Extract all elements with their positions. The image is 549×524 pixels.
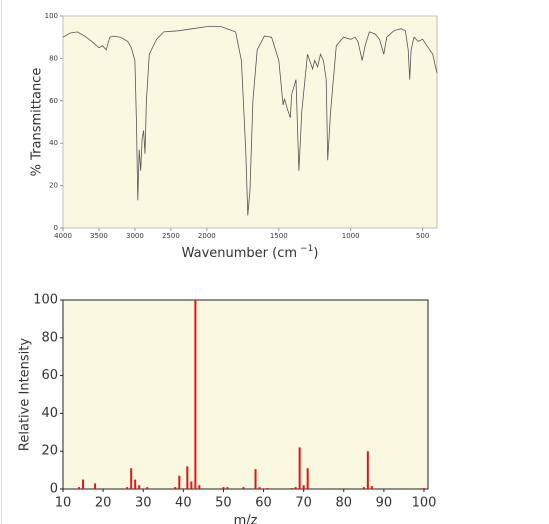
bar [130, 468, 133, 489]
y-tick-label: 60 [49, 97, 58, 105]
x-tick-label: 90 [376, 496, 393, 511]
x-tick-label: 30 [135, 496, 152, 511]
x-tick-label: 500 [416, 232, 429, 240]
bar [134, 479, 137, 489]
bar [138, 485, 141, 489]
bar [174, 487, 177, 489]
x-tick-label: 80 [335, 496, 352, 511]
x-tick-label: 50 [215, 496, 232, 511]
x-tick-label: 70 [295, 496, 312, 511]
bar [126, 487, 129, 489]
bar [222, 487, 225, 489]
x-tick-label: 100 [412, 496, 437, 511]
y-axis-label: Relative Intensity [18, 338, 33, 451]
bar [422, 488, 425, 489]
x-tick-label: 3500 [90, 232, 108, 240]
x-axis-label: Wavenumber (cm −1) [182, 244, 319, 261]
bar [366, 451, 369, 489]
y-tick-label: 80 [41, 330, 58, 345]
y-tick-label: 100 [33, 293, 58, 308]
bar [306, 468, 309, 489]
bar [242, 487, 245, 489]
bar [178, 475, 181, 489]
x-tick-label: 1500 [270, 232, 288, 240]
x-axis-label-suffix: ) [313, 246, 318, 261]
bar [298, 447, 301, 489]
x-tick-label: 60 [255, 496, 272, 511]
bar [266, 488, 269, 489]
y-tick-label: 40 [41, 406, 58, 421]
spectrum-line [62, 26, 438, 216]
x-tick-label: 40 [175, 496, 192, 511]
x-tick-label: 4000 [54, 232, 72, 240]
y-tick-label: 0 [54, 224, 58, 232]
y-tick-label: 100 [45, 12, 58, 20]
bar [294, 487, 297, 489]
y-tick-label: 60 [41, 368, 58, 383]
bar [362, 487, 365, 489]
bar [94, 483, 97, 489]
x-tick-label: 2500 [162, 232, 180, 240]
y-axis-label: % Transmittance [30, 68, 45, 177]
bar [78, 487, 81, 489]
x-axis-label-superscript: −1 [300, 244, 313, 254]
x-tick-label: 10 [55, 496, 72, 511]
y-tick-label: 0 [50, 482, 58, 497]
bar [254, 469, 257, 489]
bar [302, 485, 305, 489]
x-tick-label: 3000 [126, 232, 144, 240]
bar [290, 488, 293, 489]
bar [198, 485, 201, 489]
bar [146, 487, 149, 489]
bar [186, 466, 189, 489]
x-axis-label: m/z [234, 514, 258, 524]
x-axis-label-text: Wavenumber (cm [182, 246, 297, 261]
plot-background [62, 15, 438, 229]
bar [190, 481, 193, 489]
x-tick-label: 2000 [198, 232, 216, 240]
y-tick-label: 40 [49, 139, 58, 147]
y-tick-label: 20 [41, 444, 58, 459]
bar [226, 487, 229, 489]
y-tick-label: 20 [49, 182, 58, 190]
bar [194, 300, 197, 489]
x-tick-label: 1000 [342, 232, 360, 240]
plot-background [62, 299, 429, 490]
bar [82, 479, 85, 489]
y-tick-label: 80 [49, 54, 58, 62]
bar [370, 486, 373, 489]
bar [258, 487, 261, 489]
x-tick-label: 20 [95, 496, 112, 511]
